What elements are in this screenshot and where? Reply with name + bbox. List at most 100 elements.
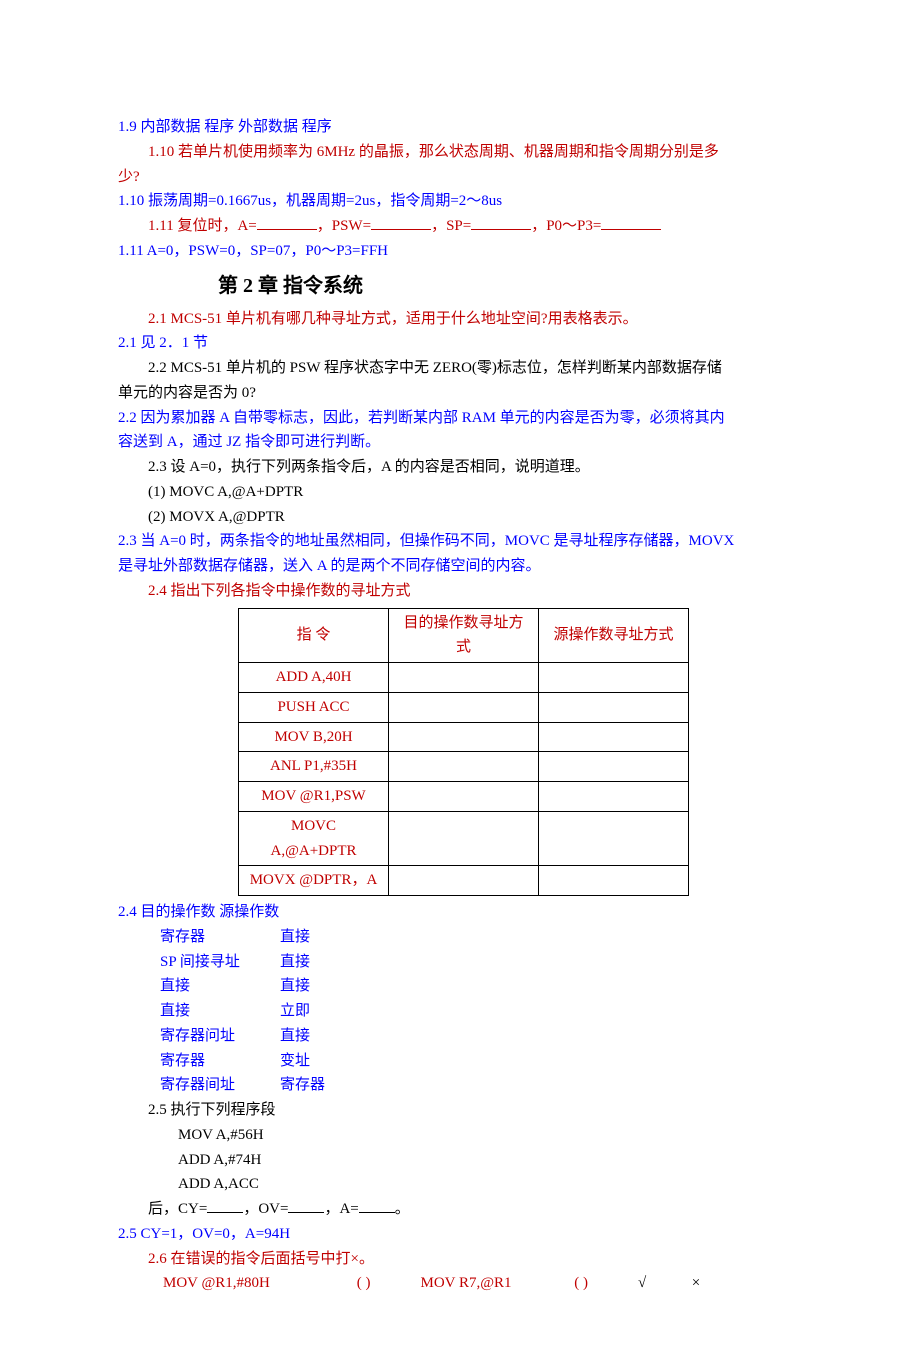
table-cell-src	[539, 692, 689, 722]
q25-text-1: 后，CY=	[148, 1201, 207, 1217]
table-row: PUSH ACC	[239, 692, 689, 722]
q26-check-icon: √	[638, 1271, 688, 1296]
blank-cy	[207, 1197, 243, 1213]
q-1-11-text-4: ，P0～P3=	[531, 218, 601, 234]
blank-sp	[471, 214, 531, 230]
answer-2-4-header: 2.4 目的操作数 源操作数	[118, 900, 802, 925]
table-cell-instr: ANL P1,#35H	[239, 752, 389, 782]
table-cell-src	[539, 866, 689, 896]
ans-dest: 寄存器间址	[160, 1073, 280, 1098]
table-cell-dest	[389, 811, 539, 866]
q26-cross-icon: ×	[692, 1271, 722, 1296]
table-row: MOV B,20H	[239, 722, 689, 752]
table-cell-instr: MOVX @DPTR，A	[239, 866, 389, 896]
question-2-6-row: MOV @R1,#80H ( ) MOV R7,@R1 ( ) √ ×	[118, 1271, 802, 1296]
q-1-11-text-2: ，PSW=	[317, 218, 371, 234]
ans-src: 立即	[280, 999, 310, 1024]
ans-dest: SP 间接寻址	[160, 950, 280, 975]
table-cell-dest	[389, 663, 539, 693]
q26-instr-1: MOV @R1,#80H	[163, 1271, 353, 1296]
answer-2-5: 2.5 CY=1，OV=0，A=94H	[118, 1222, 802, 1247]
q-1-11-text-3: ，SP=	[431, 218, 471, 234]
answer-1-10: 1.10 振荡周期=0.1667us，机器周期=2us，指令周期=2～8us	[118, 189, 802, 214]
question-2-5-code-3: ADD A,ACC	[118, 1172, 802, 1197]
ans-dest: 寄存器	[160, 925, 280, 950]
ans-dest: 寄存器问址	[160, 1024, 280, 1049]
question-2-5-after: 后，CY= ，OV= ，A= 。	[118, 1197, 802, 1222]
table-header-src: 源操作数寻址方式	[539, 608, 689, 663]
table-cell-src	[539, 752, 689, 782]
question-2-4: 2.4 指出下列各指令中操作数的寻址方式	[118, 579, 802, 604]
table-cell-instr: MOVC A,@A+DPTR	[239, 811, 389, 866]
table-cell-instr: MOV @R1,PSW	[239, 782, 389, 812]
answer-2-1: 2.1 见 2．1 节	[118, 331, 802, 356]
table-cell-instr: ADD A,40H	[239, 663, 389, 693]
ans-src: 直接	[280, 925, 310, 950]
q25-text-2: ，OV=	[243, 1201, 288, 1217]
answer-2-2-line1: 2.2 因为累加器 A 自带零标志，因此，若判断某内部 RAM 单元的内容是否为…	[118, 406, 802, 431]
question-1-11: 1.11 复位时，A= ，PSW= ，SP= ，P0～P3=	[118, 214, 802, 239]
answer-2-4-row: 直接立即	[118, 999, 802, 1024]
table-cell-dest	[389, 752, 539, 782]
answer-2-4-row: 寄存器变址	[118, 1049, 802, 1074]
ans-src: 寄存器	[280, 1073, 325, 1098]
table-header-instr: 指 令	[239, 608, 389, 663]
table-row: ANL P1,#35H	[239, 752, 689, 782]
table-cell-dest	[389, 866, 539, 896]
addressing-mode-table: 指 令 目的操作数寻址方式 源操作数寻址方式 ADD A,40H PUSH AC…	[238, 608, 689, 897]
q26-paren-1: ( )	[357, 1271, 417, 1296]
table-cell-dest	[389, 692, 539, 722]
answer-2-4-row: 直接直接	[118, 974, 802, 999]
q26-instr-2: MOV R7,@R1	[421, 1271, 571, 1296]
q-1-11-text-1: 1.11 复位时，A=	[148, 218, 257, 234]
table-cell-src	[539, 782, 689, 812]
ans-src: 变址	[280, 1049, 310, 1074]
table-header-row: 指 令 目的操作数寻址方式 源操作数寻址方式	[239, 608, 689, 663]
table-header-dest: 目的操作数寻址方式	[389, 608, 539, 663]
question-2-5-title: 2.5 执行下列程序段	[118, 1098, 802, 1123]
answer-1-9: 1.9 内部数据 程序 外部数据 程序	[118, 115, 802, 140]
blank-psw	[371, 214, 431, 230]
q25-text-4: 。	[395, 1201, 410, 1217]
table-row: MOVX @DPTR，A	[239, 866, 689, 896]
table-cell-src	[539, 663, 689, 693]
document-page: 1.9 内部数据 程序 外部数据 程序 1.10 若单片机使用频率为 6MHz …	[0, 0, 920, 1356]
table-cell-dest	[389, 722, 539, 752]
answer-2-4-row: 寄存器间址寄存器	[118, 1073, 802, 1098]
answer-1-11: 1.11 A=0，PSW=0，SP=07，P0～P3=FFH	[118, 239, 802, 264]
blank-ov	[288, 1197, 324, 1213]
ans-dest: 直接	[160, 999, 280, 1024]
table-cell-src	[539, 811, 689, 866]
ans-src: 直接	[280, 1024, 310, 1049]
blank-a	[257, 214, 317, 230]
table-row: MOV @R1,PSW	[239, 782, 689, 812]
answer-2-4-row: 寄存器直接	[118, 925, 802, 950]
chapter-2-heading: 第 2 章 指令系统	[118, 270, 802, 303]
question-2-3: 2.3 设 A=0，执行下列两条指令后，A 的内容是否相同，说明道理。	[118, 455, 802, 480]
blank-a	[359, 1197, 395, 1213]
question-2-5-code-1: MOV A,#56H	[118, 1123, 802, 1148]
table-row: ADD A,40H	[239, 663, 689, 693]
table-row: MOVC A,@A+DPTR	[239, 811, 689, 866]
answer-2-4-row: 寄存器问址直接	[118, 1024, 802, 1049]
ans-src: 直接	[280, 950, 310, 975]
q25-text-3: ，A=	[324, 1201, 358, 1217]
table-cell-dest	[389, 782, 539, 812]
ans-src: 直接	[280, 974, 310, 999]
question-2-1: 2.1 MCS-51 单片机有哪几种寻址方式，适用于什么地址空间?用表格表示。	[118, 307, 802, 332]
table-cell-src	[539, 722, 689, 752]
answer-2-3-line2: 是寻址外部数据存储器，送入 A 的是两个不同存储空间的内容。	[118, 554, 802, 579]
question-2-3-opt2: (2) MOVX A,@DPTR	[118, 505, 802, 530]
question-2-6-title: 2.6 在错误的指令后面括号中打×。	[118, 1247, 802, 1272]
table-cell-instr: MOV B,20H	[239, 722, 389, 752]
question-1-10-line2: 少?	[118, 165, 802, 190]
ans-dest: 寄存器	[160, 1049, 280, 1074]
question-1-10-line1: 1.10 若单片机使用频率为 6MHz 的晶振，那么状态周期、机器周期和指令周期…	[118, 140, 802, 165]
ans-dest: 直接	[160, 974, 280, 999]
blank-p0p3	[601, 214, 661, 230]
question-2-2-line1: 2.2 MCS-51 单片机的 PSW 程序状态字中无 ZERO(零)标志位，怎…	[118, 356, 802, 381]
question-2-5-code-2: ADD A,#74H	[118, 1148, 802, 1173]
question-2-2-line2: 单元的内容是否为 0?	[118, 381, 802, 406]
answer-2-4-row: SP 间接寻址直接	[118, 950, 802, 975]
table-cell-instr: PUSH ACC	[239, 692, 389, 722]
